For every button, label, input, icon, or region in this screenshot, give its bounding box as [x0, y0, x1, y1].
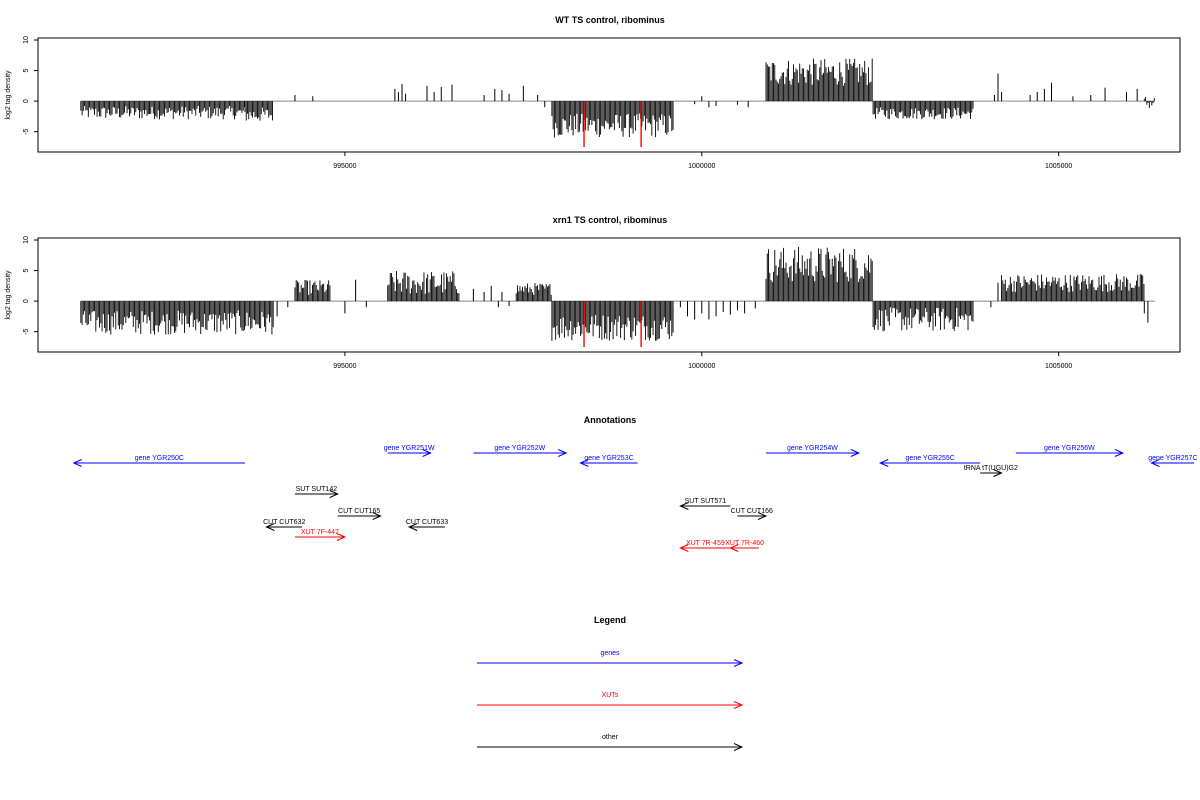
arrowhead: [878, 459, 889, 467]
annotation-feature: XUT 7R-459: [679, 540, 731, 552]
legend-entries: genes XUTs other: [477, 650, 744, 751]
arrowhead: [265, 523, 275, 531]
feature-label: tRNA tT(UGU)G2: [964, 465, 1018, 472]
feature-label: gene YGR254W: [787, 445, 838, 452]
arrowhead: [729, 544, 739, 552]
feature-label: gene YGR256W: [1044, 445, 1095, 452]
annotation-feature: SUT SUT571: [679, 498, 731, 510]
panel-title: WT TS control, ribominus: [555, 15, 665, 25]
y-tick-label: 10: [23, 236, 30, 244]
x-tick-label: 1000000: [688, 363, 715, 370]
arrowhead: [679, 544, 689, 552]
x-tick-label: 995000: [333, 163, 356, 170]
legend-label: XUTs: [602, 692, 619, 699]
y-tick-label: 5: [23, 269, 30, 273]
arrowhead: [733, 743, 744, 751]
y-axis: -5 0 5 10: [23, 36, 38, 135]
legend-label: genes: [600, 650, 620, 657]
x-tick-label: 1000000: [688, 163, 715, 170]
annotation-feature: gene YGR251W: [384, 445, 435, 457]
feature-label: gene YGR253C: [584, 455, 633, 462]
feature-label: CUT CUT165: [338, 508, 380, 515]
feature-label: CUT CUT633: [406, 519, 448, 526]
arrowhead: [1150, 459, 1160, 467]
legend-entry: genes: [477, 650, 744, 667]
arrowhead: [733, 659, 744, 667]
x-tick-label: 1005000: [1045, 363, 1072, 370]
panel-title: xrn1 TS control, ribominus: [553, 215, 668, 225]
signal-bars: [80, 246, 1156, 347]
signal-bars: [80, 58, 1156, 147]
panel-wt: WT TS control, ribominus log2 tag densit…: [5, 15, 1181, 170]
annotation-feature: CUT CUT632: [263, 519, 305, 531]
annotation-feature: gene YGR255C: [878, 455, 981, 467]
arrowhead: [757, 512, 768, 520]
y-tick-label: 5: [23, 69, 30, 73]
arrowhead: [579, 459, 589, 467]
annotation-feature: gene YGR252W: [473, 445, 568, 457]
arrowhead: [850, 449, 861, 457]
plot-frame: [37, 37, 1181, 153]
legend-entry: XUTs: [477, 692, 744, 709]
y-tick-label: 0: [23, 99, 30, 103]
panel-xrn1: xrn1 TS control, ribominus log2 tag dens…: [5, 215, 1181, 370]
arrowhead: [679, 502, 689, 510]
y-tick-label: 0: [23, 299, 30, 303]
annotation-feature: SUT SUT142: [294, 486, 340, 498]
annotation-feature: CUT CUT633: [406, 519, 448, 531]
arrowhead: [72, 459, 82, 467]
y-tick-label: 10: [23, 36, 30, 44]
feature-label: gene YGR255C: [906, 455, 955, 462]
feature-label: gene YGR257C: [1148, 455, 1197, 462]
legend-title: Legend: [594, 615, 626, 625]
annotation-feature: gene YGR254W: [766, 445, 861, 457]
feature-label: SUT SUT142: [296, 486, 338, 493]
annotation-feature: gene YGR256W: [1015, 445, 1125, 457]
arrowhead: [733, 701, 744, 709]
y-tick-label: -5: [23, 328, 30, 334]
legend: Legend genes XUTs other: [477, 615, 744, 751]
feature-label: gene YGR252W: [494, 445, 545, 452]
x-axis: 995000 1000000 1005000: [333, 152, 1072, 170]
arrowhead: [372, 512, 382, 520]
annotation-feature: tRNA tT(UGU)G2: [964, 465, 1018, 477]
feature-label: CUT CUT632: [263, 519, 305, 526]
x-tick-label: 1005000: [1045, 163, 1072, 170]
annotation-feature: XUT 7F-447: [294, 529, 347, 541]
y-axis: -5 0 5 10: [23, 236, 38, 335]
legend-entry: other: [477, 734, 744, 751]
feature-label: gene YGR250C: [135, 455, 184, 462]
annotation-feature: CUT CUT165: [337, 508, 382, 520]
feature-label: SUT SUT571: [685, 498, 727, 505]
y-axis-label: log2 tag density: [5, 270, 12, 320]
arrowhead: [329, 490, 340, 498]
y-axis-label: log2 tag density: [5, 70, 12, 120]
annotation-feature: gene YGR253C: [579, 455, 638, 467]
annotations-title: Annotations: [584, 415, 637, 425]
feature-label: XUT 7F-447: [301, 529, 339, 536]
legend-label: other: [602, 734, 619, 741]
plot-frame: [37, 237, 1181, 353]
feature-label: XUT 7R-459: [686, 540, 725, 547]
arrowhead: [557, 449, 568, 457]
annotation-feature: CUT CUT166: [731, 508, 773, 520]
x-tick-label: 995000: [333, 363, 356, 370]
feature-label: gene YGR251W: [384, 445, 435, 452]
annotation-features: gene YGR250C gene YGR251W gene YGR252W gene…: [72, 445, 1198, 552]
arrowhead: [407, 523, 418, 531]
arrowhead: [993, 469, 1003, 477]
annotation-feature: XUT 7R-460: [725, 540, 764, 552]
feature-label: XUT 7R-460: [725, 540, 764, 547]
feature-label: CUT CUT166: [731, 508, 773, 515]
arrowhead: [1114, 449, 1125, 457]
y-tick-label: -5: [23, 128, 30, 134]
annotation-feature: gene YGR250C: [72, 455, 245, 467]
arrowhead: [422, 449, 432, 457]
x-axis: 995000 1000000 1005000: [333, 352, 1072, 370]
arrowhead: [336, 533, 347, 541]
annotation-feature: gene YGR257C: [1148, 455, 1198, 467]
